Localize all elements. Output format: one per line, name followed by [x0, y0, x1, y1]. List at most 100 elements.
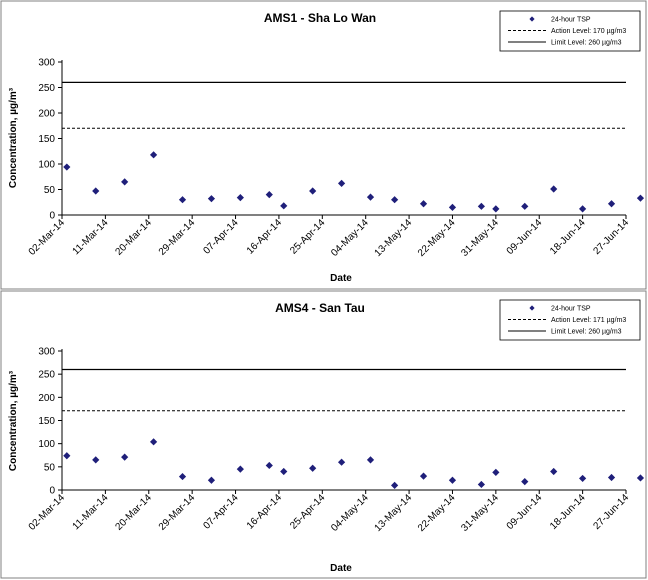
data-point [579, 474, 587, 483]
chart-panel-ams1: AMS1 - Sha Lo Wan 0 50 100 150 200 250 300 02-Ma… [0, 0, 647, 290]
data-point [492, 468, 500, 476]
x-tick-label: 13-May-14 [373, 217, 415, 259]
y-tick-label: 250 [38, 370, 55, 381]
y-tick-label: 300 [38, 347, 55, 358]
data-point [207, 195, 216, 203]
data-point [636, 194, 645, 202]
data-point [337, 179, 346, 187]
chart-title: AMS4 - San Tau [275, 301, 365, 315]
chart-panel-ams4: AMS4 - San Tau 0 50 100 150 200 250 300 02-Mar-1… [0, 290, 647, 579]
x-tick-label: 22-May-14 [416, 492, 458, 534]
data-point [92, 456, 100, 464]
y-tick-label: 150 [38, 134, 55, 145]
data-point [607, 200, 616, 208]
x-tick-label: 07-Apr-14 [201, 217, 241, 257]
data-point [309, 187, 317, 195]
x-tick-label: 07-Apr-14 [201, 492, 241, 532]
data-point [550, 467, 558, 476]
x-tick-label: 27-Jun-14 [592, 492, 632, 532]
x-tick-label: 18-Jun-14 [548, 217, 588, 257]
y-tick-label: 100 [38, 439, 55, 450]
x-tick-label: 20-Mar-14 [113, 492, 154, 533]
data-point [236, 465, 244, 473]
data-point [448, 476, 457, 484]
legend-label: Limit Level: 260 µg/m3 [551, 329, 622, 336]
x-tick-label: 16-Apr-14 [245, 217, 285, 257]
data-point [579, 205, 587, 213]
data-point [492, 205, 500, 213]
panel-border [0, 290, 647, 579]
x-tick-label: 11-Mar-14 [71, 492, 111, 532]
data-point [419, 200, 428, 208]
legend-marker-icon [529, 305, 535, 311]
data-point [521, 478, 529, 486]
data-point [419, 472, 428, 480]
data-point [477, 480, 485, 489]
x-tick-label: 29-Mar-14 [157, 492, 198, 533]
x-tick-label: 16-Apr-14 [245, 492, 285, 532]
data-point [265, 461, 273, 470]
x-tick-label: 04-May-14 [329, 217, 371, 259]
data-point [149, 438, 158, 446]
y-tick-label: 250 [38, 83, 55, 94]
y-axis-title: Concentration, µg/m³ [8, 370, 19, 471]
data-point [337, 458, 346, 466]
y-tick-label: 0 [49, 486, 55, 497]
data-point [178, 196, 187, 204]
data-point [207, 476, 216, 484]
x-tick-label: 20-Mar-14 [113, 217, 154, 258]
y-tick-label: 100 [38, 160, 55, 171]
y-tick-label: 50 [44, 185, 56, 196]
y-tick-label: 200 [38, 393, 55, 404]
data-point [366, 193, 375, 201]
data-point [280, 202, 288, 210]
legend-label: 24-hour TSP [551, 17, 591, 24]
x-tick-label: 09-Jun-14 [505, 217, 545, 257]
x-tick-label: 13-May-14 [373, 492, 415, 534]
x-tick-label: 11-Mar-14 [71, 217, 111, 257]
data-point [178, 472, 187, 481]
data-point [550, 185, 558, 193]
data-point [448, 203, 457, 211]
x-tick-label: 31-May-14 [459, 217, 501, 259]
legend-marker-icon [529, 16, 535, 22]
data-point [280, 467, 288, 476]
x-tick-label: 04-May-14 [329, 492, 371, 534]
legend-label: Action Level: 171 µg/m3 [551, 317, 626, 324]
data-point [63, 163, 71, 171]
chart-title: AMS1 - Sha Lo Wan [264, 11, 376, 25]
panel-border [0, 0, 647, 290]
x-tick-label: 25-Apr-14 [288, 492, 328, 532]
data-point [366, 456, 375, 464]
data-point [391, 481, 399, 489]
data-point [391, 196, 399, 204]
data-point [309, 464, 317, 472]
legend-label: Limit Level: 260 µg/m3 [551, 40, 622, 47]
y-tick-label: 150 [38, 416, 55, 427]
x-axis-title: Date [330, 273, 352, 284]
data-point [63, 452, 71, 460]
x-tick-label: 02-Mar-14 [27, 492, 68, 533]
data-point [92, 187, 100, 195]
data-point [636, 474, 645, 482]
x-tick-label: 27-Jun-14 [592, 217, 632, 257]
y-axis-title: Concentration, µg/m³ [8, 87, 19, 188]
data-point [607, 473, 616, 482]
x-tick-label: 29-Mar-14 [157, 217, 198, 258]
x-tick-label: 31-May-14 [459, 492, 501, 534]
y-tick-label: 200 [38, 109, 55, 120]
data-point [121, 178, 129, 186]
x-tick-label: 22-May-14 [416, 217, 458, 259]
data-point [149, 151, 158, 159]
x-tick-label: 09-Jun-14 [505, 492, 545, 532]
data-point [477, 202, 485, 210]
legend-label: Action Level: 170 µg/m3 [551, 28, 626, 35]
y-tick-label: 0 [49, 211, 55, 222]
y-tick-label: 300 [38, 58, 55, 69]
x-tick-label: 18-Jun-14 [548, 492, 588, 532]
x-tick-label: 25-Apr-14 [288, 217, 328, 257]
data-point [521, 202, 529, 210]
y-tick-label: 50 [44, 462, 56, 473]
data-point [265, 191, 273, 199]
